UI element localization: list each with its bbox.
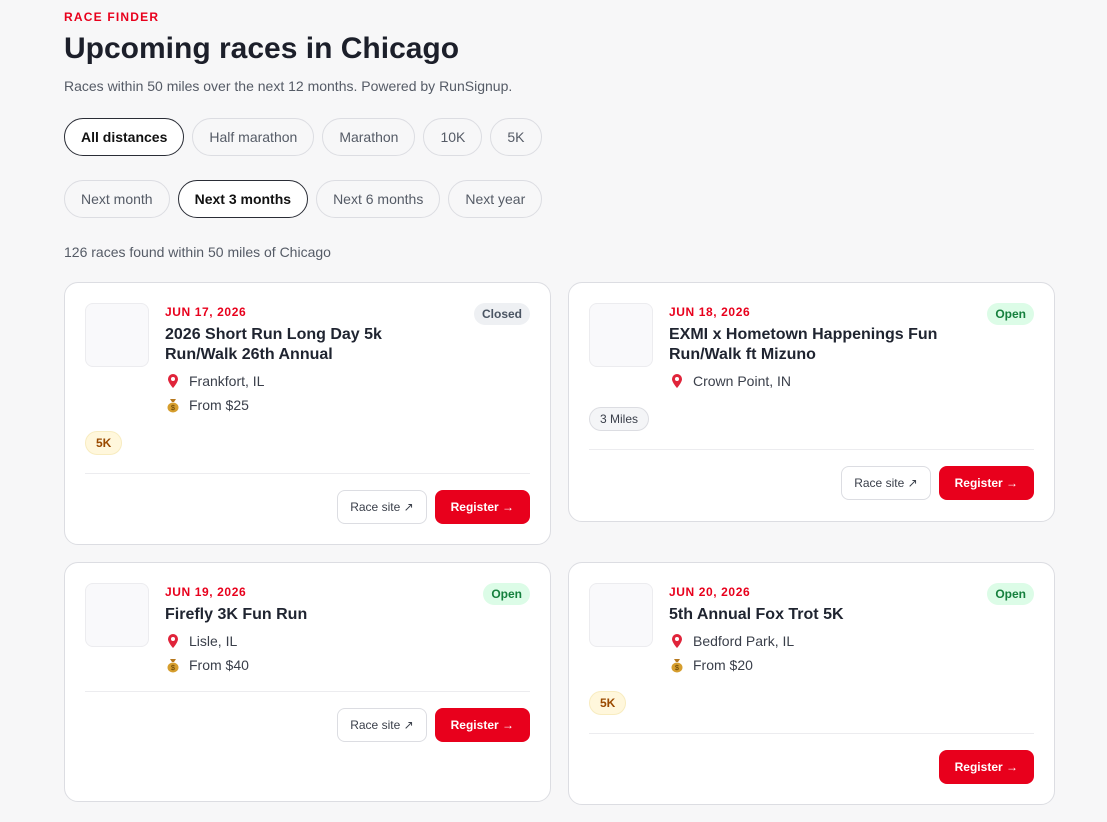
filter-chip[interactable]: 10K	[423, 118, 483, 156]
race-location: Frankfort, IL	[165, 373, 458, 389]
page-title: Upcoming races in Chicago	[64, 32, 460, 65]
divider	[85, 473, 530, 474]
money-icon: $	[671, 659, 683, 673]
price-text: From $25	[189, 397, 249, 413]
money-icon: $	[167, 399, 179, 413]
svg-text:$: $	[171, 665, 175, 672]
divider	[85, 691, 530, 692]
divider	[589, 733, 1034, 734]
price-text: From $20	[693, 657, 753, 673]
race-name[interactable]: Firefly 3K Fun Run	[165, 606, 308, 623]
money-icon: $	[167, 659, 179, 673]
pin-icon	[672, 634, 682, 648]
race-card: JUN 18, 2026 EXMI x Hometown Happenings F…	[568, 282, 1055, 522]
distance-tag: 3 Miles	[589, 407, 650, 431]
results-summary: 126 races found within 50 miles of Chica…	[64, 244, 331, 260]
race-info: JUN 18, 2026 EXMI x Hometown Happenings F…	[669, 303, 971, 389]
distance-filters: All distances Half marathon Marathon 10K 5K	[64, 118, 1107, 156]
race-date: JUN 17, 2026	[165, 305, 247, 319]
pin-icon	[672, 374, 682, 388]
time-filters: Next month Next 3 months Next 6 months Next…	[64, 180, 1107, 218]
svg-text:$: $	[675, 665, 679, 672]
card-header: JUN 20, 2026 5th Annual Fox Trot 5K Bedfor…	[589, 583, 1034, 673]
card-header: JUN 18, 2026 EXMI x Hometown Happenings F…	[589, 303, 1034, 389]
divider	[589, 449, 1034, 450]
race-logo	[589, 583, 653, 647]
filter-chip[interactable]: 5K	[490, 118, 542, 156]
register-button[interactable]: Register →	[938, 466, 1034, 500]
race-card: JUN 17, 2026 2026 Short Run Long Day 5k R…	[64, 282, 551, 545]
race-site-button[interactable]: Race site ↗	[337, 708, 427, 742]
card-actions: Race site ↗ Register →	[85, 708, 530, 742]
race-logo	[85, 583, 149, 647]
race-card: JUN 20, 2026 5th Annual Fox Trot 5K Bedfor…	[568, 562, 1055, 805]
pin-icon	[168, 374, 178, 388]
filter-chip[interactable]: Half marathon	[192, 118, 315, 156]
race-name[interactable]: 2026 Short Run Long Day 5k Run/Walk 26th…	[165, 326, 382, 363]
pin-icon	[168, 634, 178, 648]
race-info: JUN 20, 2026 5th Annual Fox Trot 5K Bedfor…	[669, 583, 971, 673]
register-button[interactable]: Register →	[434, 708, 530, 742]
race-name[interactable]: EXMI x Hometown Happenings Fun Run/Walk …	[669, 326, 938, 363]
svg-text:$: $	[171, 405, 175, 412]
race-logo	[85, 303, 149, 367]
eyebrow: RACE FINDER	[64, 10, 160, 24]
race-info: JUN 19, 2026 Firefly 3K Fun Run Lisle, IL $…	[165, 583, 467, 673]
status-badge: Open	[483, 583, 530, 605]
race-date: JUN 20, 2026	[669, 585, 751, 599]
location-text: Frankfort, IL	[189, 373, 265, 389]
race-location: Crown Point, IN	[669, 373, 971, 389]
distance-tag: 5K	[589, 691, 627, 715]
status-badge: Open	[987, 583, 1034, 605]
location-text: Lisle, IL	[189, 633, 238, 649]
card-header: JUN 17, 2026 2026 Short Run Long Day 5k R…	[85, 303, 530, 413]
race-date: JUN 18, 2026	[669, 305, 751, 319]
card-header: JUN 19, 2026 Firefly 3K Fun Run Lisle, IL $…	[85, 583, 530, 673]
distance-tag: 5K	[85, 431, 123, 455]
race-date: JUN 19, 2026	[165, 585, 247, 599]
filter-chip[interactable]: Next year	[448, 180, 543, 218]
register-button[interactable]: Register →	[938, 750, 1034, 784]
race-price: $ From $20	[669, 657, 971, 673]
race-site-button[interactable]: Race site ↗	[841, 466, 931, 500]
card-actions: Race site ↗ Register →	[85, 490, 530, 524]
location-text: Crown Point, IN	[693, 373, 792, 389]
card-actions: Race site ↗ Register →	[589, 466, 1034, 500]
register-button[interactable]: Register →	[434, 490, 530, 524]
card-actions: Register →	[589, 750, 1034, 784]
subtitle: Races within 50 miles over the next 12 m…	[64, 78, 513, 94]
race-logo	[589, 303, 653, 367]
race-price: $ From $25	[165, 397, 458, 413]
filter-chip[interactable]: All distances	[64, 118, 185, 156]
race-grid: JUN 17, 2026 2026 Short Run Long Day 5k R…	[64, 282, 1107, 805]
race-name[interactable]: 5th Annual Fox Trot 5K	[669, 606, 844, 623]
race-site-button[interactable]: Race site ↗	[337, 490, 427, 524]
filter-chip[interactable]: Next 3 months	[177, 180, 309, 218]
status-badge: Open	[987, 303, 1034, 325]
price-text: From $40	[189, 657, 249, 673]
location-text: Bedford Park, IL	[693, 633, 795, 649]
race-info: JUN 17, 2026 2026 Short Run Long Day 5k R…	[165, 303, 458, 413]
filter-chip[interactable]: Next month	[64, 180, 170, 218]
race-price: $ From $40	[165, 657, 467, 673]
filter-chip[interactable]: Marathon	[322, 118, 416, 156]
status-badge: Closed	[473, 303, 530, 325]
race-location: Bedford Park, IL	[669, 633, 971, 649]
race-card: JUN 19, 2026 Firefly 3K Fun Run Lisle, IL $…	[64, 562, 551, 802]
filter-chip[interactable]: Next 6 months	[316, 180, 441, 218]
race-location: Lisle, IL	[165, 633, 467, 649]
